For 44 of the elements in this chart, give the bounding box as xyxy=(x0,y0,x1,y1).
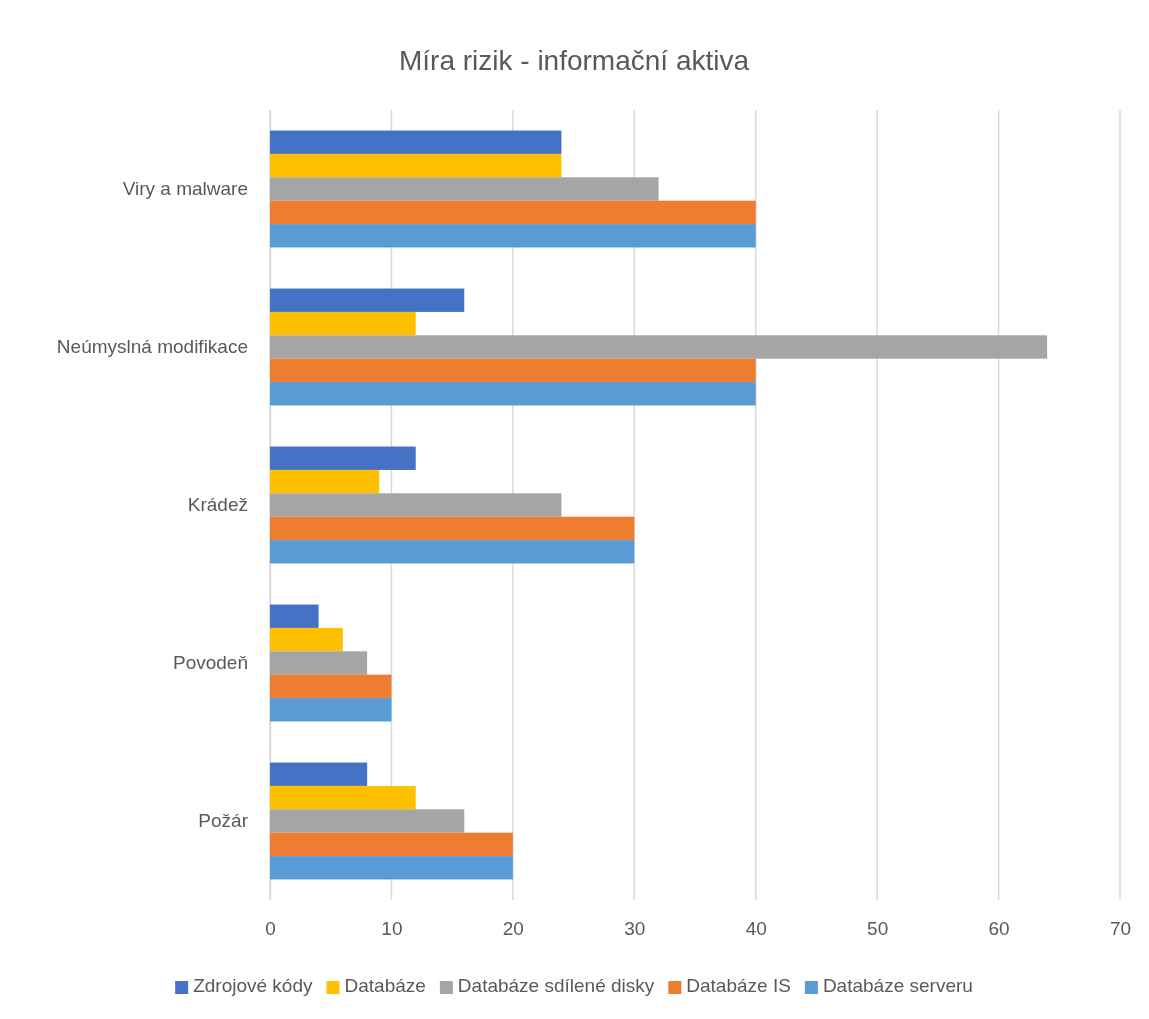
y-tick-label: Krádež xyxy=(187,494,248,516)
x-tick-label: 50 xyxy=(867,918,889,940)
y-tick-label: Neúmyslná modifikace xyxy=(56,336,248,358)
bar xyxy=(270,358,756,383)
bar xyxy=(270,446,416,470)
legend-label: Databáze sdílené disky xyxy=(457,975,655,996)
legend-label: Databáze IS xyxy=(686,975,791,996)
bar xyxy=(270,809,465,833)
bar xyxy=(270,153,562,178)
x-tick-label: 60 xyxy=(988,918,1010,940)
bar xyxy=(270,856,513,880)
bar xyxy=(270,177,659,201)
bar xyxy=(270,224,756,248)
bar xyxy=(270,698,392,722)
bar xyxy=(270,200,756,225)
bar xyxy=(270,335,1048,359)
x-tick-label: 40 xyxy=(745,918,767,940)
bar xyxy=(270,493,562,517)
chart-title: Míra rizik - informační aktiva xyxy=(398,45,750,76)
x-tick-label: 30 xyxy=(624,918,646,940)
bar xyxy=(270,288,465,312)
bar xyxy=(270,604,319,628)
x-tick-label: 10 xyxy=(381,918,403,940)
x-tick-label: 20 xyxy=(502,918,524,940)
bar xyxy=(270,674,392,699)
legend-label: Databáze xyxy=(344,975,426,996)
legend-label: Databáze serveru xyxy=(822,975,973,996)
x-tick-label: 70 xyxy=(1109,918,1132,940)
bar xyxy=(270,762,368,786)
bar xyxy=(270,785,416,810)
bar xyxy=(270,832,513,857)
bar xyxy=(270,627,343,652)
bar xyxy=(270,651,368,675)
bar xyxy=(270,130,562,154)
x-tick-label: 0 xyxy=(265,918,276,940)
bar xyxy=(270,311,416,336)
bar xyxy=(270,516,635,541)
bar xyxy=(270,540,635,564)
bar xyxy=(270,382,756,406)
y-tick-label: Viry a malware xyxy=(122,178,248,200)
y-tick-label: Povodeň xyxy=(172,652,248,674)
bar xyxy=(270,469,380,494)
y-tick-label: Požár xyxy=(198,810,249,832)
legend-label: Zdrojové kódy xyxy=(193,975,313,996)
